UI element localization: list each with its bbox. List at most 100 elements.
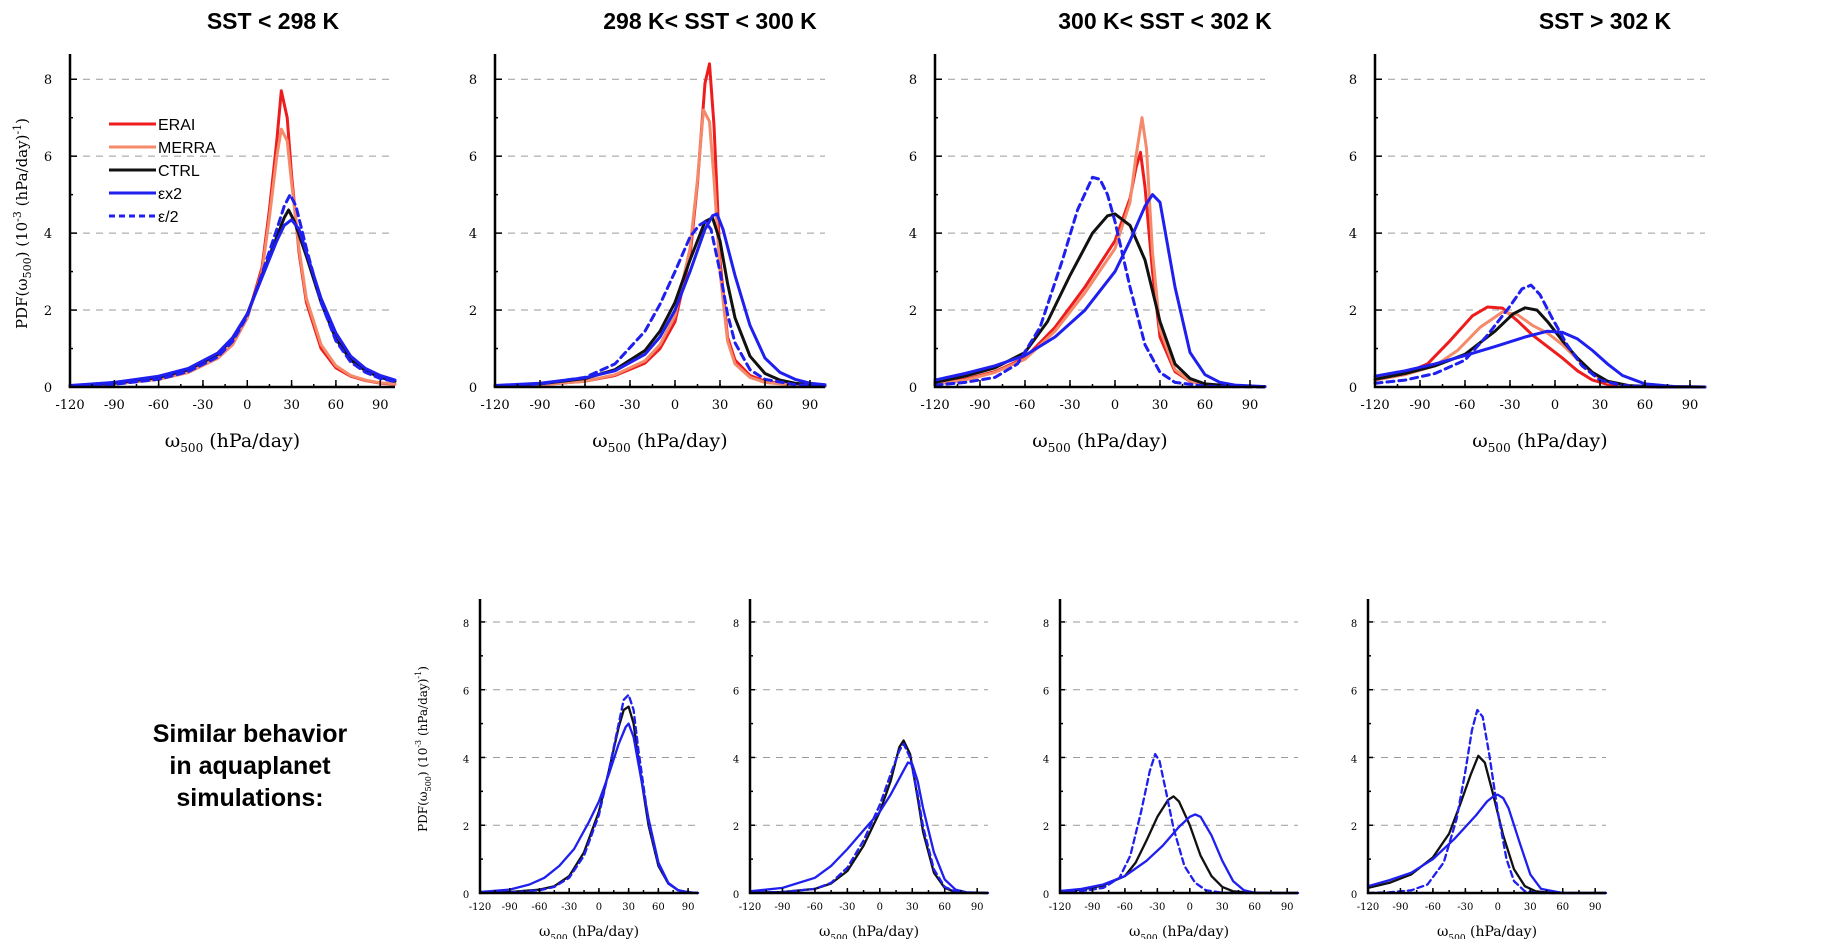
x-tick-label: 0 bbox=[596, 902, 602, 913]
y-tick-label: 8 bbox=[44, 73, 52, 88]
y-tick-label: 8 bbox=[1043, 619, 1049, 630]
chart-panel-8: -120 -90 -60 -30 0 30 60 90 0 2 4 6 8 ω500 (hPa/day) bbox=[1351, 599, 1608, 939]
panel-title-2: 298 K< SST < 300 K bbox=[603, 8, 817, 34]
x-tick-label: -60 bbox=[531, 902, 547, 913]
x-tick-label: 60 bbox=[1197, 398, 1214, 413]
axis-lines bbox=[748, 599, 988, 895]
x-tick-label: -90 bbox=[530, 398, 551, 413]
y-tick-label: 6 bbox=[1351, 687, 1357, 698]
chart-panel-5: -120 -90 -60 -30 0 30 60 90 0 2 4 6 8 ω500 (hPa/day) P… bbox=[414, 599, 700, 939]
y-tick-label: 8 bbox=[1351, 619, 1357, 630]
y-tick-label: 0 bbox=[909, 381, 917, 396]
series-line-merra bbox=[493, 108, 827, 388]
x-tick-label: 60 bbox=[757, 398, 774, 413]
series-line-ex2 bbox=[493, 212, 827, 387]
series-line-ediv2 bbox=[1058, 752, 1300, 895]
x-tick-label: 30 bbox=[1216, 902, 1229, 913]
x-tick-label: -60 bbox=[1117, 902, 1133, 913]
panel-title-4: SST > 302 K bbox=[1538, 8, 1672, 34]
x-tick-label: -90 bbox=[1392, 902, 1408, 913]
x-tick-label: 60 bbox=[652, 902, 665, 913]
x-tick-label: 60 bbox=[1248, 902, 1261, 913]
series-line-ctrl bbox=[1366, 754, 1608, 895]
x-tick-label: -90 bbox=[970, 398, 991, 413]
chart-panel-4: -120 -90 -60 -30 0 30 60 90 0 2 4 6 8 ω500 (hPa/day) bbox=[1349, 54, 1707, 455]
x-axis-label: ω500 (hPa/day) bbox=[165, 430, 300, 455]
y-tick-label: 0 bbox=[463, 890, 469, 901]
x-tick-label: 90 bbox=[802, 398, 819, 413]
panel-title-3: 300 K< SST < 302 K bbox=[1058, 8, 1272, 34]
y-tick-label: 4 bbox=[1351, 754, 1357, 765]
x-tick-label: -120 bbox=[920, 398, 949, 413]
x-axis-label: ω500 (hPa/day) bbox=[1437, 924, 1537, 939]
series-line-merra bbox=[933, 116, 1267, 389]
y-tick-label: 2 bbox=[733, 822, 739, 833]
y-tick-label: 6 bbox=[1043, 687, 1049, 698]
y-tick-label: 2 bbox=[1043, 822, 1049, 833]
aquaplanet-note-line-3: simulations: bbox=[176, 784, 324, 812]
y-tick-label: 6 bbox=[44, 150, 52, 165]
panel-title-1: SST < 298 K bbox=[206, 8, 340, 34]
y-tick-label: 0 bbox=[1349, 381, 1357, 396]
x-tick-label: 90 bbox=[1682, 398, 1699, 413]
x-tick-label: 90 bbox=[971, 902, 984, 913]
y-tick-label: 0 bbox=[733, 890, 739, 901]
x-tick-label: 30 bbox=[1592, 398, 1609, 413]
chart-panel-7: -120 -90 -60 -30 0 30 60 90 0 2 4 6 8 ω500 (hPa/day) bbox=[1043, 599, 1300, 939]
series-line-ediv2 bbox=[1366, 708, 1608, 895]
chart-panel-3: -120 -90 -60 -30 0 30 60 90 0 2 4 6 8 ω500 (hPa/day) bbox=[909, 54, 1267, 455]
series-line-merra bbox=[68, 127, 397, 388]
y-tick-label: 6 bbox=[463, 687, 469, 698]
aquaplanet-note: Similar behavior in aquaplanet simulatio… bbox=[100, 718, 400, 814]
x-axis-label: ω500 (hPa/day) bbox=[1129, 924, 1229, 939]
aquaplanet-note-line-1: Similar behavior bbox=[152, 720, 348, 748]
x-tick-label: -120 bbox=[480, 398, 509, 413]
y-tick-label: 6 bbox=[469, 150, 477, 165]
series-line-ex2 bbox=[748, 761, 990, 895]
series-line-ex2 bbox=[933, 193, 1267, 389]
y-tick-label: 2 bbox=[44, 304, 52, 319]
x-tick-label: -90 bbox=[502, 902, 518, 913]
series-line-ex2 bbox=[478, 722, 700, 895]
x-tick-label: 0 bbox=[243, 398, 251, 413]
series-line-ex2 bbox=[1366, 793, 1608, 895]
series-line-ctrl bbox=[748, 739, 990, 895]
x-tick-label: -60 bbox=[148, 398, 169, 413]
y-tick-label: 4 bbox=[733, 754, 739, 765]
chart-panel-6: -120 -90 -60 -30 0 30 60 90 0 2 4 6 8 ω500 (hPa/day) bbox=[733, 599, 990, 939]
x-tick-label: 90 bbox=[1281, 902, 1294, 913]
x-tick-label: -30 bbox=[192, 398, 213, 413]
y-tick-label: 8 bbox=[469, 73, 477, 88]
y-tick-label: 4 bbox=[1349, 227, 1357, 242]
x-axis-label: ω500 (hPa/day) bbox=[1032, 430, 1167, 455]
x-tick-label: 90 bbox=[682, 902, 695, 913]
x-tick-label: -30 bbox=[1060, 398, 1081, 413]
series-line-ctrl bbox=[933, 212, 1267, 389]
x-tick-label: 60 bbox=[328, 398, 345, 413]
legend-label-erai: ERAI bbox=[158, 117, 195, 134]
x-tick-label: -60 bbox=[807, 902, 823, 913]
x-tick-label: 0 bbox=[671, 398, 679, 413]
y-tick-label: 0 bbox=[469, 381, 477, 396]
x-tick-label: -60 bbox=[1455, 398, 1476, 413]
x-tick-label: -90 bbox=[1410, 398, 1431, 413]
y-tick-label: 4 bbox=[463, 754, 469, 765]
series-line-ediv2 bbox=[493, 220, 827, 388]
x-tick-label: -90 bbox=[104, 398, 125, 413]
x-axis-label: ω500 (hPa/day) bbox=[1472, 430, 1607, 455]
series-line-ediv2 bbox=[1373, 283, 1707, 389]
x-tick-label: 30 bbox=[712, 398, 729, 413]
y-tick-label: 6 bbox=[733, 687, 739, 698]
x-tick-label: 0 bbox=[1111, 398, 1119, 413]
x-tick-label: 0 bbox=[877, 902, 883, 913]
x-tick-label: -60 bbox=[1015, 398, 1036, 413]
series-line-ex2 bbox=[68, 218, 397, 387]
series-line-ediv2 bbox=[478, 693, 700, 895]
x-tick-label: 60 bbox=[1637, 398, 1654, 413]
legend-label-ediv2: ε/2 bbox=[158, 209, 179, 226]
x-axis-label: ω500 (hPa/day) bbox=[819, 924, 919, 939]
y-tick-label: 4 bbox=[469, 227, 477, 242]
x-tick-label: -30 bbox=[1500, 398, 1521, 413]
y-tick-label: 0 bbox=[1043, 890, 1049, 901]
x-tick-label: 30 bbox=[622, 902, 635, 913]
